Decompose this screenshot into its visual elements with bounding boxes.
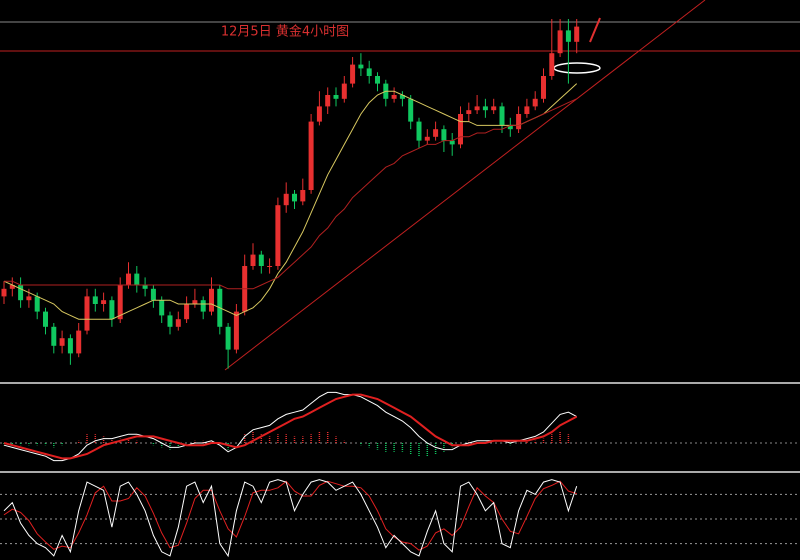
candle-body: [283, 193, 289, 206]
candle-body: [541, 76, 546, 99]
candle-body: [341, 83, 347, 99]
moving-average: [4, 98, 577, 290]
candle-body: [233, 311, 239, 350]
candle-body: [549, 53, 555, 76]
candle-body: [433, 129, 439, 137]
candle-body: [449, 140, 455, 145]
moving-average: [3, 83, 578, 320]
candle-body: [76, 330, 82, 354]
candle-body: [507, 125, 513, 130]
candle-body: [366, 68, 372, 76]
candle-body: [275, 205, 281, 266]
candle-body: [358, 64, 364, 69]
annotation-stroke: [589, 17, 601, 43]
candle-body: [565, 30, 571, 42]
macd-dea-line: [3, 393, 578, 460]
candle-body: [43, 311, 48, 327]
stochastic-k-line: [3, 479, 578, 558]
candle-body: [458, 114, 463, 145]
candle-body: [424, 136, 430, 141]
candle-body: [408, 98, 414, 122]
candle-body: [499, 106, 505, 126]
candle-body: [184, 304, 190, 320]
candle-body: [209, 288, 214, 312]
candle-body: [557, 30, 563, 54]
candle-body: [399, 95, 405, 99]
candle-body: [441, 129, 447, 141]
candle-body: [18, 285, 24, 301]
candle-body: [142, 285, 148, 289]
candle-body: [225, 326, 231, 350]
candle-body: [84, 296, 90, 331]
candle-body: [167, 315, 173, 327]
candle-body: [333, 95, 339, 99]
candle-body: [192, 300, 198, 304]
candle-body: [67, 338, 73, 354]
candle-body: [101, 300, 107, 304]
marks: [0, 19, 800, 558]
candle-body: [150, 288, 156, 301]
candle-body: [117, 285, 123, 320]
candle-body: [375, 76, 380, 84]
candle-body: [325, 95, 331, 107]
candle-body: [34, 296, 40, 312]
candle-body: [51, 326, 57, 346]
candle-body: [308, 121, 314, 190]
candle-body: [109, 300, 115, 320]
candle-body: [59, 338, 65, 346]
candle-body: [316, 106, 322, 122]
candle-body: [350, 64, 356, 84]
stochastic-d-line: [3, 480, 577, 551]
candle-body: [474, 106, 480, 111]
candle-body: [391, 95, 397, 99]
candle-body: [159, 300, 165, 316]
candle-body: [491, 106, 497, 111]
candle-body: [482, 106, 488, 111]
candle-body: [516, 114, 522, 130]
candle-body: [416, 121, 422, 141]
candle-body: [175, 319, 181, 327]
candle-body: [292, 193, 297, 202]
candle-body: [1, 288, 7, 297]
candle-body: [9, 285, 15, 289]
candle-body: [300, 190, 306, 202]
candle-body: [267, 266, 273, 267]
candle-body: [134, 273, 140, 285]
candle-body: [258, 254, 264, 266]
candle-body: [200, 300, 206, 312]
candle-body: [466, 110, 472, 114]
candle-body: [524, 106, 530, 114]
candle-body: [26, 296, 32, 301]
candle-body: [532, 98, 538, 107]
trend-line: [224, 0, 706, 371]
candle-body: [126, 273, 131, 285]
candle-body: [250, 254, 256, 266]
chart-title: 12月5日 黄金4小时图: [221, 24, 349, 40]
candle-body: [574, 26, 580, 42]
candle-body: [92, 296, 98, 304]
macd-dif-line: [3, 391, 577, 462]
